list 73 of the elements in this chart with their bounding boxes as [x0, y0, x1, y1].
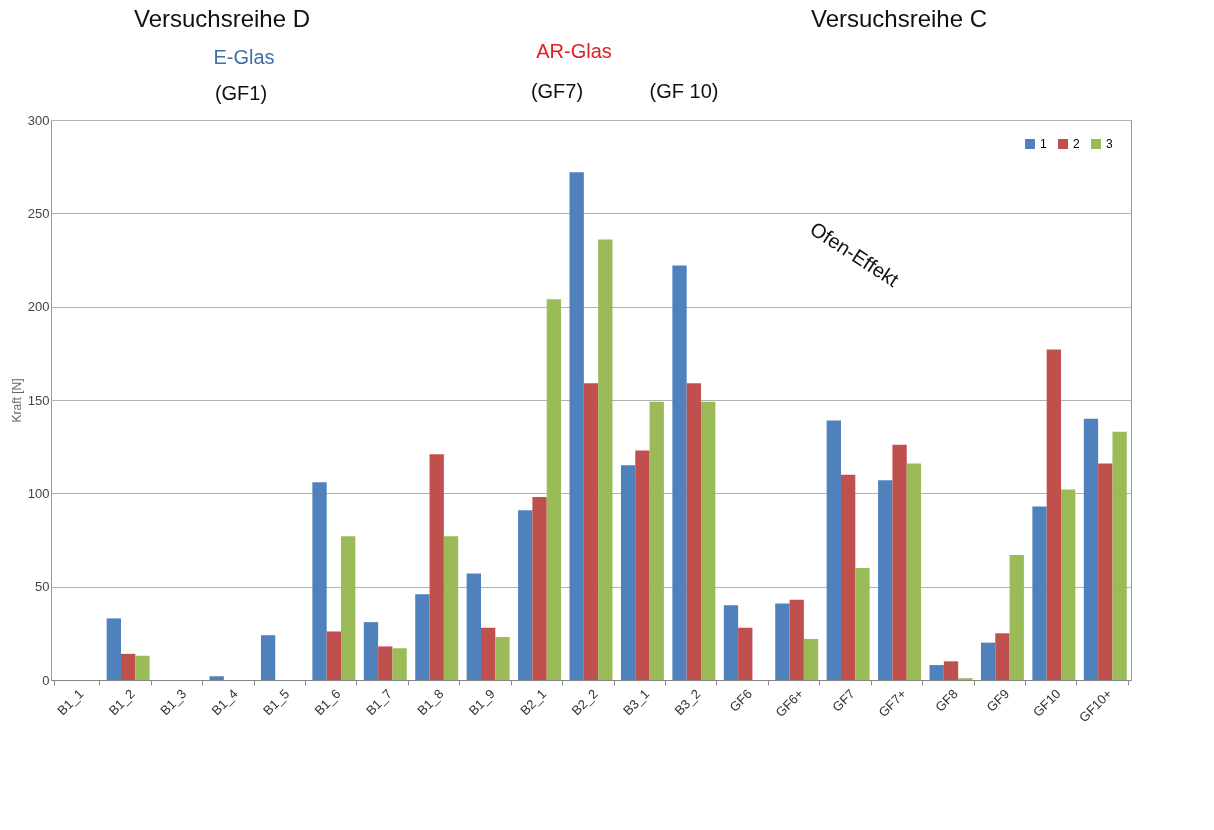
- bar: [260, 635, 276, 680]
- bar: [840, 474, 856, 680]
- bar: [892, 444, 907, 680]
- bar: [569, 172, 584, 680]
- bar: [1032, 506, 1047, 680]
- bar: [120, 653, 136, 680]
- bar: [1083, 418, 1099, 680]
- bar: [943, 661, 959, 680]
- bar: [209, 676, 224, 680]
- text: AR-Glas: [536, 40, 612, 62]
- text: (GF7): [530, 80, 584, 102]
- text: Versuchsreihe C: [810, 5, 988, 32]
- bar: [135, 655, 150, 680]
- bar: [326, 631, 342, 680]
- bar: [1061, 489, 1076, 680]
- bar: [378, 646, 393, 680]
- bar: [363, 622, 379, 680]
- legend-label: 2: [1073, 137, 1080, 151]
- y-tick-label: 150: [27, 392, 50, 408]
- bar: [775, 603, 790, 680]
- bar: [341, 536, 356, 680]
- bar: [532, 497, 547, 680]
- bar: [878, 480, 893, 680]
- y-tick-label: 100: [27, 485, 50, 501]
- bar: [495, 637, 510, 680]
- bar: [686, 383, 702, 680]
- x-tick-label: GF6: [726, 686, 755, 715]
- bar: [620, 465, 636, 680]
- bar: [518, 510, 533, 680]
- bar: [855, 568, 870, 680]
- bar: [392, 648, 407, 680]
- bar: [1009, 554, 1024, 680]
- y-tick-label: 50: [35, 579, 50, 595]
- bar: [1046, 349, 1062, 680]
- bar: [1112, 431, 1127, 680]
- y-axis-title: Kraft [N]: [9, 378, 24, 423]
- y-tick-label: 0: [42, 672, 50, 688]
- text: (GF1): [214, 82, 268, 104]
- bar: [443, 536, 459, 680]
- legend-label: 3: [1106, 137, 1113, 151]
- text: (GF 10): [649, 80, 719, 102]
- bar: [429, 454, 444, 680]
- bar: [738, 627, 753, 680]
- bar: [803, 638, 819, 680]
- bar: [995, 633, 1010, 680]
- y-tick-label: 250: [27, 205, 50, 221]
- legend-label: 1: [1040, 137, 1047, 151]
- bar: [1098, 463, 1113, 680]
- bar: [106, 618, 121, 680]
- bar: [312, 482, 327, 680]
- y-tick-label: 200: [27, 299, 50, 315]
- bar: [598, 239, 613, 680]
- bar: [546, 299, 562, 680]
- x-tick-label: GF8: [932, 686, 961, 715]
- bar: [789, 599, 804, 680]
- bar: [906, 463, 922, 680]
- x-tick-label: GF7: [829, 686, 858, 715]
- bar: [701, 401, 716, 680]
- bar: [649, 401, 664, 680]
- bar: [826, 420, 841, 680]
- bar: [583, 383, 599, 680]
- x-tick-label: GF9: [983, 686, 1013, 715]
- bar: [480, 627, 496, 680]
- y-tick-label: 300: [27, 112, 50, 128]
- bar: [672, 265, 687, 680]
- bar: [980, 642, 996, 680]
- bar: [635, 450, 650, 680]
- bar: [723, 605, 739, 680]
- bar: [929, 665, 944, 680]
- bar: [415, 594, 430, 680]
- bar: [466, 573, 481, 680]
- text: Versuchsreihe D: [133, 5, 311, 32]
- text: E-Glas: [213, 46, 275, 68]
